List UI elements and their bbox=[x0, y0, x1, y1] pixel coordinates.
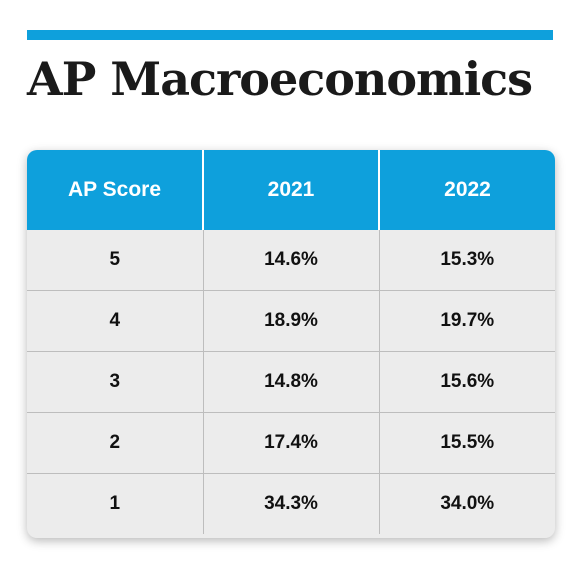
score-cell: 1 bbox=[27, 473, 203, 534]
percent-2021-cell: 17.4% bbox=[202, 412, 379, 474]
percent-2021-cell: 34.3% bbox=[202, 473, 379, 534]
percent-2021-cell: 14.8% bbox=[202, 351, 379, 413]
score-table: AP Score 2021 2022 5 14.6% 15.3% 4 18.9%… bbox=[27, 150, 555, 534]
percent-2022-cell: 15.3% bbox=[378, 230, 555, 291]
table-row: 4 18.9% 19.7% bbox=[27, 290, 555, 352]
header-cell-ap-score: AP Score bbox=[27, 150, 203, 230]
score-cell: 3 bbox=[27, 351, 203, 413]
table-row: 2 17.4% 15.5% bbox=[27, 412, 555, 474]
table-row: 5 14.6% 15.3% bbox=[27, 230, 555, 291]
percent-2022-cell: 19.7% bbox=[378, 290, 555, 352]
table-row: 3 14.8% 15.6% bbox=[27, 351, 555, 413]
table-body: 5 14.6% 15.3% 4 18.9% 19.7% 3 14.8% 15.6… bbox=[27, 230, 555, 534]
score-distribution-table: AP Score 2021 2022 5 14.6% 15.3% 4 18.9%… bbox=[27, 150, 555, 538]
percent-2021-cell: 14.6% bbox=[202, 230, 379, 291]
table-row: 1 34.3% 34.0% bbox=[27, 473, 555, 534]
header-row: AP Score 2021 2022 bbox=[27, 150, 555, 230]
header-cell-2021: 2021 bbox=[202, 150, 379, 230]
score-cell: 2 bbox=[27, 412, 203, 474]
score-cell: 5 bbox=[109, 249, 121, 270]
percent-2022-cell: 15.5% bbox=[378, 412, 555, 474]
accent-bar bbox=[27, 30, 553, 40]
header-cell-2022: 2022 bbox=[378, 150, 555, 230]
score-cell: 4 bbox=[27, 290, 203, 352]
table-header: AP Score 2021 2022 bbox=[27, 150, 555, 230]
percent-2022-cell: 15.6% bbox=[378, 351, 555, 413]
percent-2021-cell: 18.9% bbox=[202, 290, 379, 352]
percent-2022-cell: 34.0% bbox=[378, 473, 555, 534]
page-title: AP Macroeconomics bbox=[27, 52, 533, 106]
